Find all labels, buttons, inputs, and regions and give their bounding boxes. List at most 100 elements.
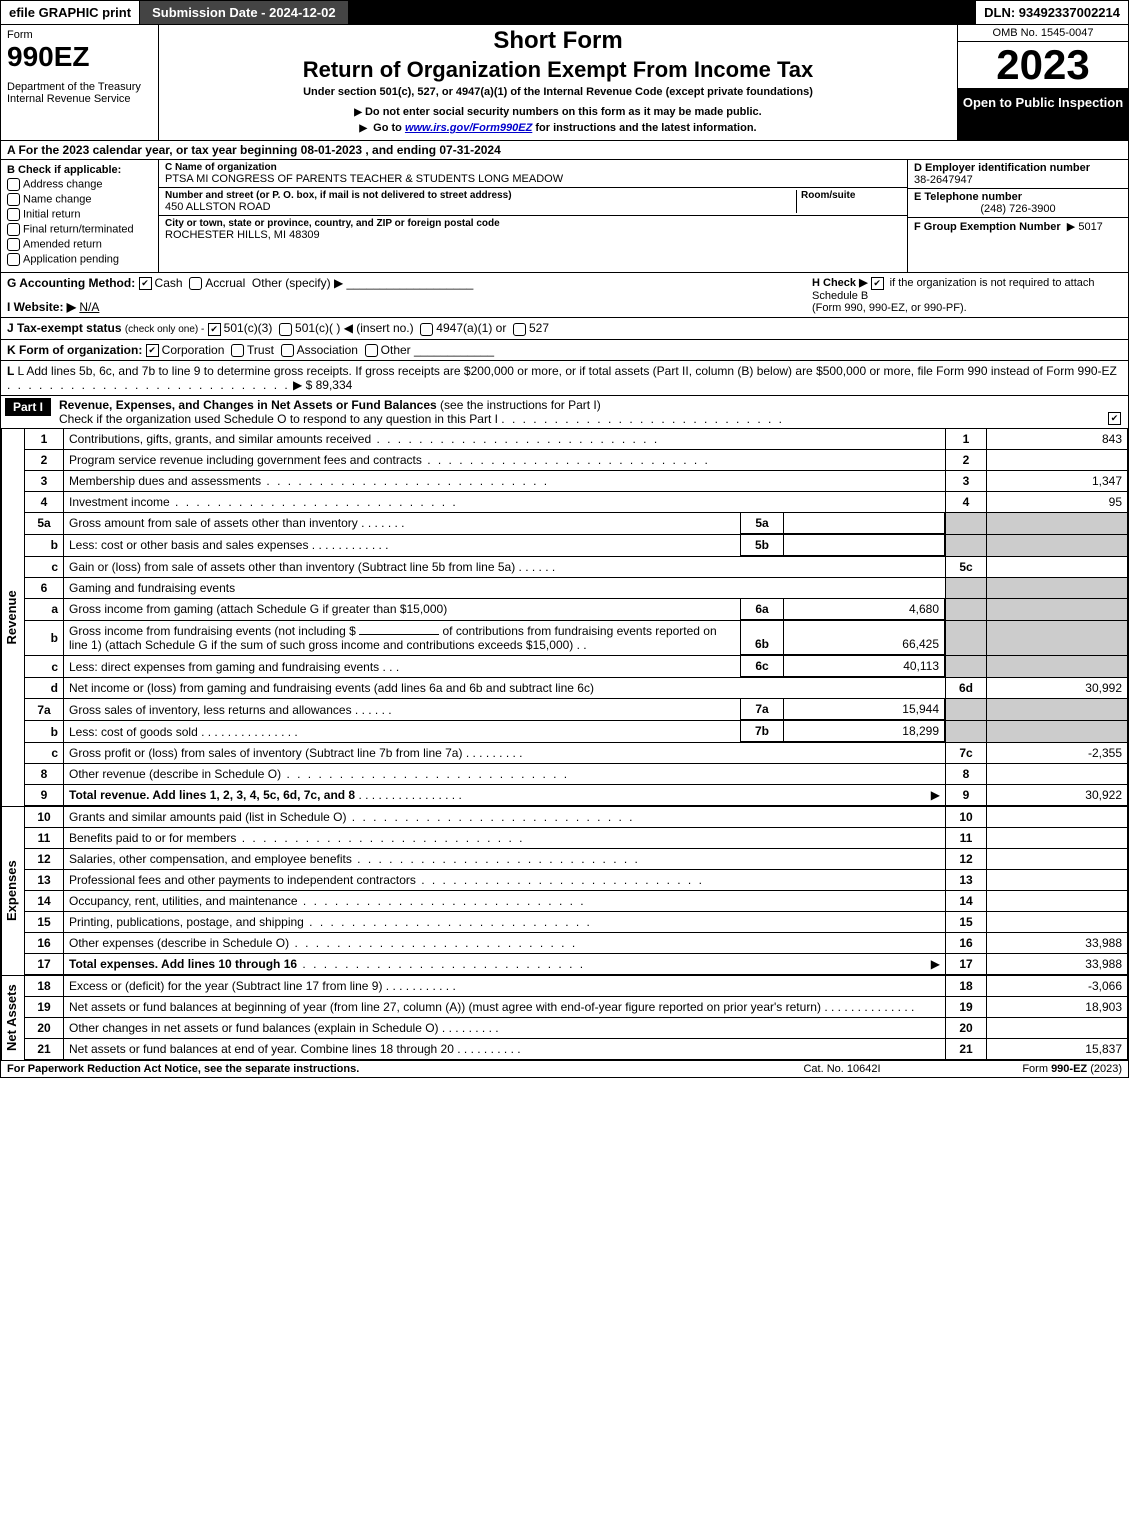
chk-accrual[interactable] <box>189 277 202 290</box>
part1-header: Part I Revenue, Expenses, and Changes in… <box>0 396 1129 429</box>
line-10: 10Grants and similar amounts paid (list … <box>25 807 1128 828</box>
irs-label: Internal Revenue Service <box>7 93 152 105</box>
chk-501c[interactable] <box>279 323 292 336</box>
side-netassets: Net Assets <box>1 976 24 1060</box>
h-text3: (Form 990, 990-EZ, or 990-PF). <box>812 302 967 314</box>
line-6c: cLess: direct expenses from gaming and f… <box>25 656 1128 678</box>
expenses-table: 10Grants and similar amounts paid (list … <box>24 807 1128 975</box>
d-ein-label: D Employer identification number <box>914 162 1090 174</box>
line-5b: bLess: cost or other basis and sales exp… <box>25 534 1128 556</box>
ein-value: 38-2647947 <box>914 174 973 186</box>
line-15: 15Printing, publications, postage, and s… <box>25 912 1128 933</box>
section-b: B Check if applicable: Address change Na… <box>1 160 159 272</box>
chk-trust[interactable] <box>231 344 244 357</box>
chk-h[interactable] <box>871 277 884 290</box>
netassets-table: 18Excess or (deficit) for the year (Subt… <box>24 976 1128 1060</box>
section-a-tax-year: A For the 2023 calendar year, or tax yea… <box>0 141 1129 160</box>
form-number: 990EZ <box>7 41 152 73</box>
form-header: Form 990EZ Department of the Treasury In… <box>0 25 1129 141</box>
line-13: 13Professional fees and other payments t… <box>25 870 1128 891</box>
h-text1: H Check ▶ <box>812 277 868 289</box>
line-9: 9Total revenue. Add lines 1, 2, 3, 4, 5c… <box>25 785 1128 806</box>
j-label: J Tax-exempt status <box>7 321 122 335</box>
line-11: 11Benefits paid to or for members11 <box>25 828 1128 849</box>
chk-schedule-o[interactable] <box>1108 412 1121 425</box>
efile-print-label[interactable]: efile GRAPHIC print <box>1 1 140 24</box>
dept-label: Department of the Treasury <box>7 81 152 93</box>
section-gh: G Accounting Method: Cash Accrual Other … <box>0 273 1129 318</box>
g-other: Other (specify) <box>252 276 331 290</box>
org-name: PTSA MI CONGRESS OF PARENTS TEACHER & ST… <box>165 173 901 185</box>
line-20: 20Other changes in net assets or fund ba… <box>25 1018 1128 1039</box>
line-3: 3Membership dues and assessments31,347 <box>25 470 1128 491</box>
header-left: Form 990EZ Department of the Treasury In… <box>1 25 159 140</box>
chk-other-org[interactable] <box>365 344 378 357</box>
footer-right: Form 990-EZ (2023) <box>942 1063 1122 1075</box>
f-group-label: F Group Exemption Number <box>914 221 1061 233</box>
side-expenses: Expenses <box>1 807 24 975</box>
chk-initial-return[interactable]: Initial return <box>7 208 152 221</box>
chk-final-return[interactable]: Final return/terminated <box>7 223 152 236</box>
footer-catno: Cat. No. 10642I <box>742 1063 942 1075</box>
chk-association[interactable] <box>281 344 294 357</box>
chk-address-change[interactable]: Address change <box>7 178 152 191</box>
line-5a: 5aGross amount from sale of assets other… <box>25 512 1128 534</box>
chk-name-change[interactable]: Name change <box>7 193 152 206</box>
line-21: 21Net assets or fund balances at end of … <box>25 1039 1128 1060</box>
section-g: G Accounting Method: Cash Accrual Other … <box>7 276 804 314</box>
part1-check-line: Check if the organization used Schedule … <box>59 412 498 426</box>
line-5c: cGain or (loss) from sale of assets othe… <box>25 556 1128 577</box>
page-footer: For Paperwork Reduction Act Notice, see … <box>0 1061 1129 1078</box>
subtitle-2: Do not enter social security numbers on … <box>165 106 951 118</box>
omb-number: OMB No. 1545-0047 <box>958 25 1128 42</box>
chk-4947[interactable] <box>420 323 433 336</box>
chk-501c3[interactable] <box>208 323 221 336</box>
sub3-prefix: Go to <box>373 122 405 134</box>
form-word: Form <box>7 29 152 41</box>
line-7b: bLess: cost of goods sold . . . . . . . … <box>25 721 1128 743</box>
tax-year: 2023 <box>958 42 1128 89</box>
part1-badge: Part I <box>5 398 51 416</box>
c-city-label: City or town, state or province, country… <box>165 218 901 229</box>
c-name-label: C Name of organization <box>165 162 901 173</box>
chk-cash[interactable] <box>139 277 152 290</box>
line-16: 16Other expenses (describe in Schedule O… <box>25 933 1128 954</box>
line-12: 12Salaries, other compensation, and empl… <box>25 849 1128 870</box>
line-18: 18Excess or (deficit) for the year (Subt… <box>25 976 1128 997</box>
website-value: N/A <box>79 300 99 314</box>
chk-corporation[interactable] <box>146 344 159 357</box>
line-14: 14Occupancy, rent, utilities, and mainte… <box>25 891 1128 912</box>
org-street: 450 ALLSTON ROAD <box>165 201 796 213</box>
top-bar: efile GRAPHIC print Submission Date - 20… <box>0 0 1129 25</box>
b-label: B Check if applicable: <box>7 164 152 176</box>
section-def: D Employer identification number 38-2647… <box>907 160 1128 272</box>
line-1: 1Contributions, gifts, grants, and simil… <box>25 429 1128 450</box>
footer-left: For Paperwork Reduction Act Notice, see … <box>7 1063 742 1075</box>
dln-label: DLN: 93492337002214 <box>976 1 1128 24</box>
line-8: 8Other revenue (describe in Schedule O)8 <box>25 764 1128 785</box>
line-4: 4Investment income495 <box>25 491 1128 512</box>
chk-527[interactable] <box>513 323 526 336</box>
sub3-suffix: for instructions and the latest informat… <box>535 122 756 134</box>
section-h: H Check ▶ if the organization is not req… <box>804 276 1122 314</box>
chk-amended-return[interactable]: Amended return <box>7 238 152 251</box>
main-title: Return of Organization Exempt From Incom… <box>165 57 951 83</box>
chk-application-pending[interactable]: Application pending <box>7 253 152 266</box>
section-j: J Tax-exempt status (check only one) - 5… <box>0 318 1129 339</box>
e-tel-label: E Telephone number <box>914 191 1022 203</box>
instructions-link[interactable]: www.irs.gov/Form990EZ <box>405 122 532 134</box>
g-label: G Accounting Method: <box>7 276 135 290</box>
subtitle-1: Under section 501(c), 527, or 4947(a)(1)… <box>165 86 951 98</box>
l-text: L Add lines 5b, 6c, and 7b to line 9 to … <box>17 364 1116 378</box>
revenue-section: Revenue 1Contributions, gifts, grants, a… <box>0 429 1129 808</box>
line-6: 6Gaming and fundraising events <box>25 577 1128 598</box>
side-revenue: Revenue <box>1 429 24 807</box>
short-form-title: Short Form <box>165 27 951 55</box>
line-6b: bGross income from fundraising events (n… <box>25 620 1128 656</box>
section-l: L L Add lines 5b, 6c, and 7b to line 9 t… <box>0 361 1129 396</box>
j-sub: (check only one) - <box>125 324 204 335</box>
section-bcd: B Check if applicable: Address change Na… <box>0 160 1129 273</box>
header-center: Short Form Return of Organization Exempt… <box>159 25 957 140</box>
part1-title: Revenue, Expenses, and Changes in Net As… <box>59 398 437 412</box>
org-city: ROCHESTER HILLS, MI 48309 <box>165 229 901 241</box>
